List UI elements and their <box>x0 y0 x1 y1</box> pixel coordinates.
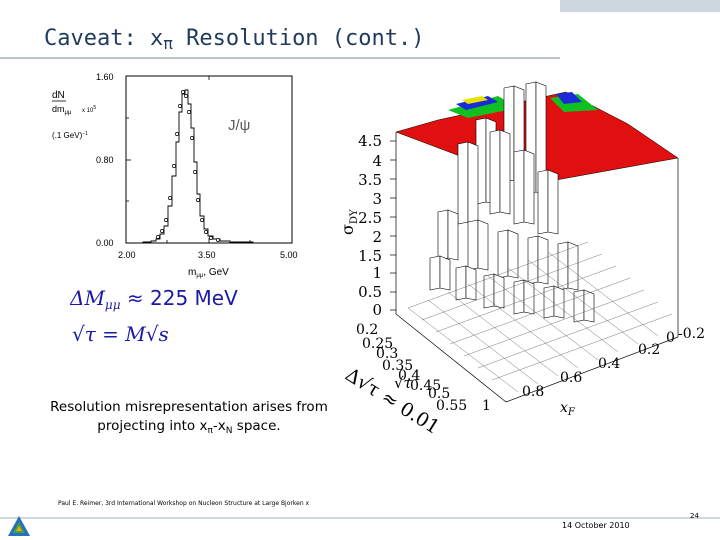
caption-line-2-mid: -x <box>212 418 226 434</box>
drell-yan-lego-plot: σDY 4.5 4 3.5 3 2.5 2 1.5 1 0.5 0 <box>338 81 705 439</box>
tau-tick-0.55: 0.55 <box>436 398 467 414</box>
footer-divider <box>0 517 720 519</box>
x-tick-2.00: 2.00 <box>118 250 136 260</box>
tau-tick-0.4: 0.4 <box>398 368 420 384</box>
footer-date: 14 October 2010 <box>562 521 630 530</box>
svg-text:ΔMμμ ≈ 225 MeV: ΔMμμ ≈ 225 MeV <box>70 286 238 312</box>
caption-line-2-prefix: projecting into x <box>97 418 208 434</box>
x-tick-5.00: 5.00 <box>280 250 298 260</box>
tau-tick-0.45: 0.45 <box>410 378 441 394</box>
page-number: 24 <box>690 512 699 520</box>
formula-delta-m-sub: μμ <box>105 298 121 312</box>
svg-text:σDY: σDY <box>338 209 360 235</box>
title-bar: Caveat: xπ Resolution (cont.) <box>0 0 720 70</box>
footer-credit: Paul E. Reimer, 3rd International Worksh… <box>58 500 310 507</box>
z-tick-1.5: 1.5 <box>358 247 382 265</box>
y-axis-scale-exp: 5 <box>93 105 96 111</box>
lego-columns <box>429 81 595 323</box>
svg-text:x 105: x 105 <box>82 105 96 114</box>
y-axis-label-dn: dN <box>52 90 65 101</box>
z-tick-2: 2 <box>372 228 382 246</box>
x-axis-sub: μμ <box>196 273 203 279</box>
surface-blue <box>456 96 498 110</box>
formula-sqrt-tau: √τ = M√s <box>72 322 169 346</box>
y-axis-units-exp: −1 <box>82 131 88 137</box>
z-tick-4: 4 <box>372 152 382 170</box>
y-axis-units: (.1 GeV) <box>52 131 83 140</box>
z-tick-0: 0 <box>372 301 382 319</box>
caption-line-2: projecting into xπ-xN space. <box>30 417 348 441</box>
xf-tick-0.8: 0.8 <box>522 384 544 400</box>
y-axis-label-sub: μμ <box>65 110 72 116</box>
jpsi-annotation: J/ψ <box>228 117 250 134</box>
svg-text:xF: xF <box>560 400 576 418</box>
tau-tick-0.3: 0.3 <box>376 346 398 362</box>
xf-tick-neg0.2: -0.2 <box>678 326 705 342</box>
z-tick-2.5: 2.5 <box>358 209 382 227</box>
title-prefix: Caveat: x <box>44 26 164 51</box>
caption-line-2-suffix: space. <box>232 418 281 434</box>
surface-yellow <box>462 96 488 104</box>
z-tick-1: 1 <box>372 264 382 282</box>
y-axis-label-dm: dm <box>52 104 65 114</box>
resolution-formula: ΔMμμ ≈ 225 MeV √τ = M√s <box>70 286 238 346</box>
tau-tick-0.5: 0.5 <box>428 386 450 402</box>
svg-text:(.1 GeV)−1: (.1 GeV)−1 <box>52 131 88 140</box>
tau-tick-0.25: 0.25 <box>362 336 393 352</box>
z-tick-3.5: 3.5 <box>358 171 382 189</box>
y-tick-0.80: 0.80 <box>96 155 114 165</box>
xf-axis-sub: F <box>567 407 576 418</box>
z-tick-3: 3 <box>372 190 382 208</box>
title-underline <box>0 57 560 59</box>
svg-text:dmμμ: dmμμ <box>52 104 72 116</box>
sqrt-tau-axis-label: √τ <box>394 374 413 392</box>
lego-grid <box>407 241 673 393</box>
caption-sub-n: N <box>225 426 233 436</box>
title-suffix: Resolution (cont.) <box>172 26 425 51</box>
y-tick-1.60: 1.60 <box>96 72 114 82</box>
xf-axis-label: x <box>560 400 568 416</box>
xf-tick-0.4: 0.4 <box>598 356 620 372</box>
z-tick-4.5: 4.5 <box>358 132 382 150</box>
x-tick-3.50: 3.50 <box>198 250 216 260</box>
svg-text:mμμ, GeV: mμμ, GeV <box>188 267 229 279</box>
x-axis-label: m <box>188 267 196 278</box>
z-tick-0.5: 0.5 <box>358 283 382 301</box>
formula-value: ≈ 225 MeV <box>121 286 239 310</box>
tau-tick-0.35: 0.35 <box>382 358 413 374</box>
xf-tick-0.6: 0.6 <box>560 370 582 386</box>
dimuon-mass-histogram: dN dmμμ x 105 (.1 GeV)−1 1.60 0.80 0.00 … <box>52 72 298 279</box>
tau-tick-0.2: 0.2 <box>356 322 378 338</box>
xf-tick-1: 1 <box>482 398 491 414</box>
xf-tick-0.2: 0.2 <box>638 342 660 358</box>
caption-sub-pi: π <box>207 426 213 436</box>
surface-green <box>448 96 518 118</box>
y-tick-0.00: 0.00 <box>96 238 114 248</box>
title-pi-subscript: π <box>163 34 173 53</box>
z-axis-label: σ <box>338 224 357 235</box>
slide-caption: Resolution misrepresentation arises from… <box>30 398 348 441</box>
z-axis-sub: DY <box>349 209 360 224</box>
corner-decoration <box>560 0 720 12</box>
lab-logo-icon <box>8 516 30 536</box>
y-axis-scale: x 10 <box>82 108 94 114</box>
jpsi-peak-histogram <box>128 89 291 244</box>
data-points <box>156 90 220 242</box>
slide-title: Caveat: xπ Resolution (cont.) <box>44 26 425 53</box>
caption-line-1: Resolution misrepresentation arises from <box>50 399 328 415</box>
formula-delta-m: ΔM <box>70 286 105 310</box>
x-axis-units: , GeV <box>203 267 229 278</box>
xf-tick-0: 0 <box>666 330 675 346</box>
